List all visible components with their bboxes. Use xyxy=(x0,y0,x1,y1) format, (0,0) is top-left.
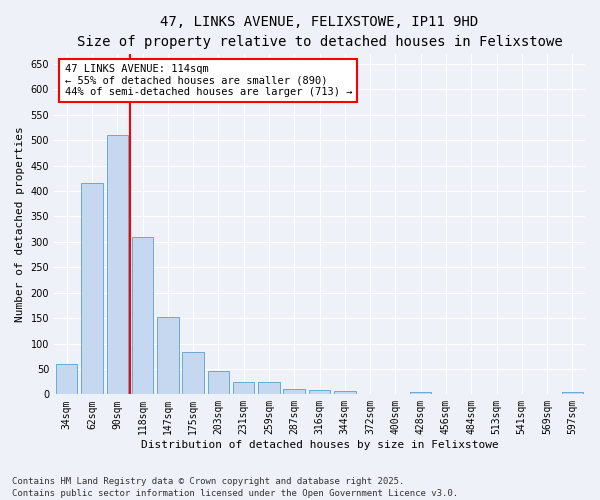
Bar xyxy=(208,371,229,394)
Bar xyxy=(410,392,431,394)
X-axis label: Distribution of detached houses by size in Felixstowe: Distribution of detached houses by size … xyxy=(140,440,499,450)
Bar xyxy=(132,237,153,394)
Bar xyxy=(81,184,103,394)
Bar xyxy=(258,382,280,394)
Y-axis label: Number of detached properties: Number of detached properties xyxy=(15,126,25,322)
Bar xyxy=(56,364,77,394)
Bar xyxy=(334,392,356,394)
Bar xyxy=(233,382,254,394)
Bar xyxy=(562,392,583,394)
Text: 47 LINKS AVENUE: 114sqm
← 55% of detached houses are smaller (890)
44% of semi-d: 47 LINKS AVENUE: 114sqm ← 55% of detache… xyxy=(65,64,352,97)
Title: 47, LINKS AVENUE, FELIXSTOWE, IP11 9HD
Size of property relative to detached hou: 47, LINKS AVENUE, FELIXSTOWE, IP11 9HD S… xyxy=(77,15,562,48)
Bar xyxy=(309,390,330,394)
Bar xyxy=(283,390,305,394)
Bar xyxy=(157,317,179,394)
Bar xyxy=(182,352,204,395)
Text: Contains HM Land Registry data © Crown copyright and database right 2025.
Contai: Contains HM Land Registry data © Crown c… xyxy=(12,476,458,498)
Bar xyxy=(107,135,128,394)
